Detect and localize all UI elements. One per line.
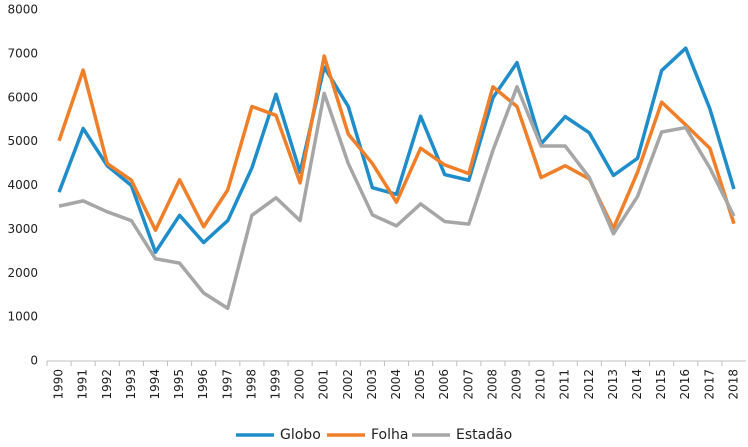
x-tick-label: 1996 (196, 369, 210, 400)
x-tick-label: 2016 (678, 369, 692, 400)
x-tick-label: 1992 (100, 369, 114, 400)
x-tick-label: 1990 (52, 369, 66, 400)
y-tick-label: 1000 (7, 310, 38, 324)
y-tick-label: 6000 (7, 90, 38, 104)
line-series (57, 54, 736, 233)
x-tick-label: 2008 (485, 369, 499, 400)
line-series (58, 85, 736, 311)
line-series (57, 46, 736, 254)
legend-label: Estadão (456, 427, 512, 443)
x-tick-label: 1999 (268, 369, 282, 400)
x-tick-label: 1991 (76, 369, 90, 400)
x-tick-label: 1994 (148, 369, 162, 400)
y-tick-label: 3000 (7, 222, 38, 236)
x-tick-label: 1998 (244, 369, 258, 400)
y-tick-label: 8000 (7, 3, 38, 17)
x-tick-label: 2012 (582, 369, 596, 400)
x-tick-label: 2014 (630, 369, 644, 400)
y-tick-label: 4000 (7, 178, 38, 192)
x-tick-label: 2000 (293, 369, 307, 400)
y-tick-label: 0 (30, 354, 38, 368)
x-tick-label: 2011 (558, 369, 572, 400)
x-tick-label: 1997 (220, 369, 234, 400)
legend-label: Folha (371, 427, 408, 443)
x-tick-label: 2006 (437, 369, 451, 400)
x-tick-label: 2005 (413, 369, 427, 400)
x-tick-label: 2007 (461, 369, 475, 400)
x-tick-label: 2001 (317, 369, 331, 400)
x-tick-label: 2004 (389, 369, 403, 400)
y-tick-label: 5000 (7, 134, 38, 148)
x-tick-label: 1993 (124, 369, 138, 400)
x-tick-label: 2013 (606, 369, 620, 400)
x-tick-label: 2010 (534, 369, 548, 400)
legend-label: Globo (280, 427, 321, 443)
x-tick-label: 2017 (702, 369, 716, 400)
x-tick-label: 1995 (172, 369, 186, 400)
x-tick-label: 2009 (510, 369, 524, 400)
x-tick-label: 2015 (654, 369, 668, 400)
y-tick-label: 7000 (7, 46, 38, 60)
x-tick-label: 2003 (365, 369, 379, 400)
x-tick-label: 2018 (726, 369, 740, 400)
x-tick-label: 2002 (341, 369, 355, 400)
y-tick-label: 2000 (7, 266, 38, 280)
